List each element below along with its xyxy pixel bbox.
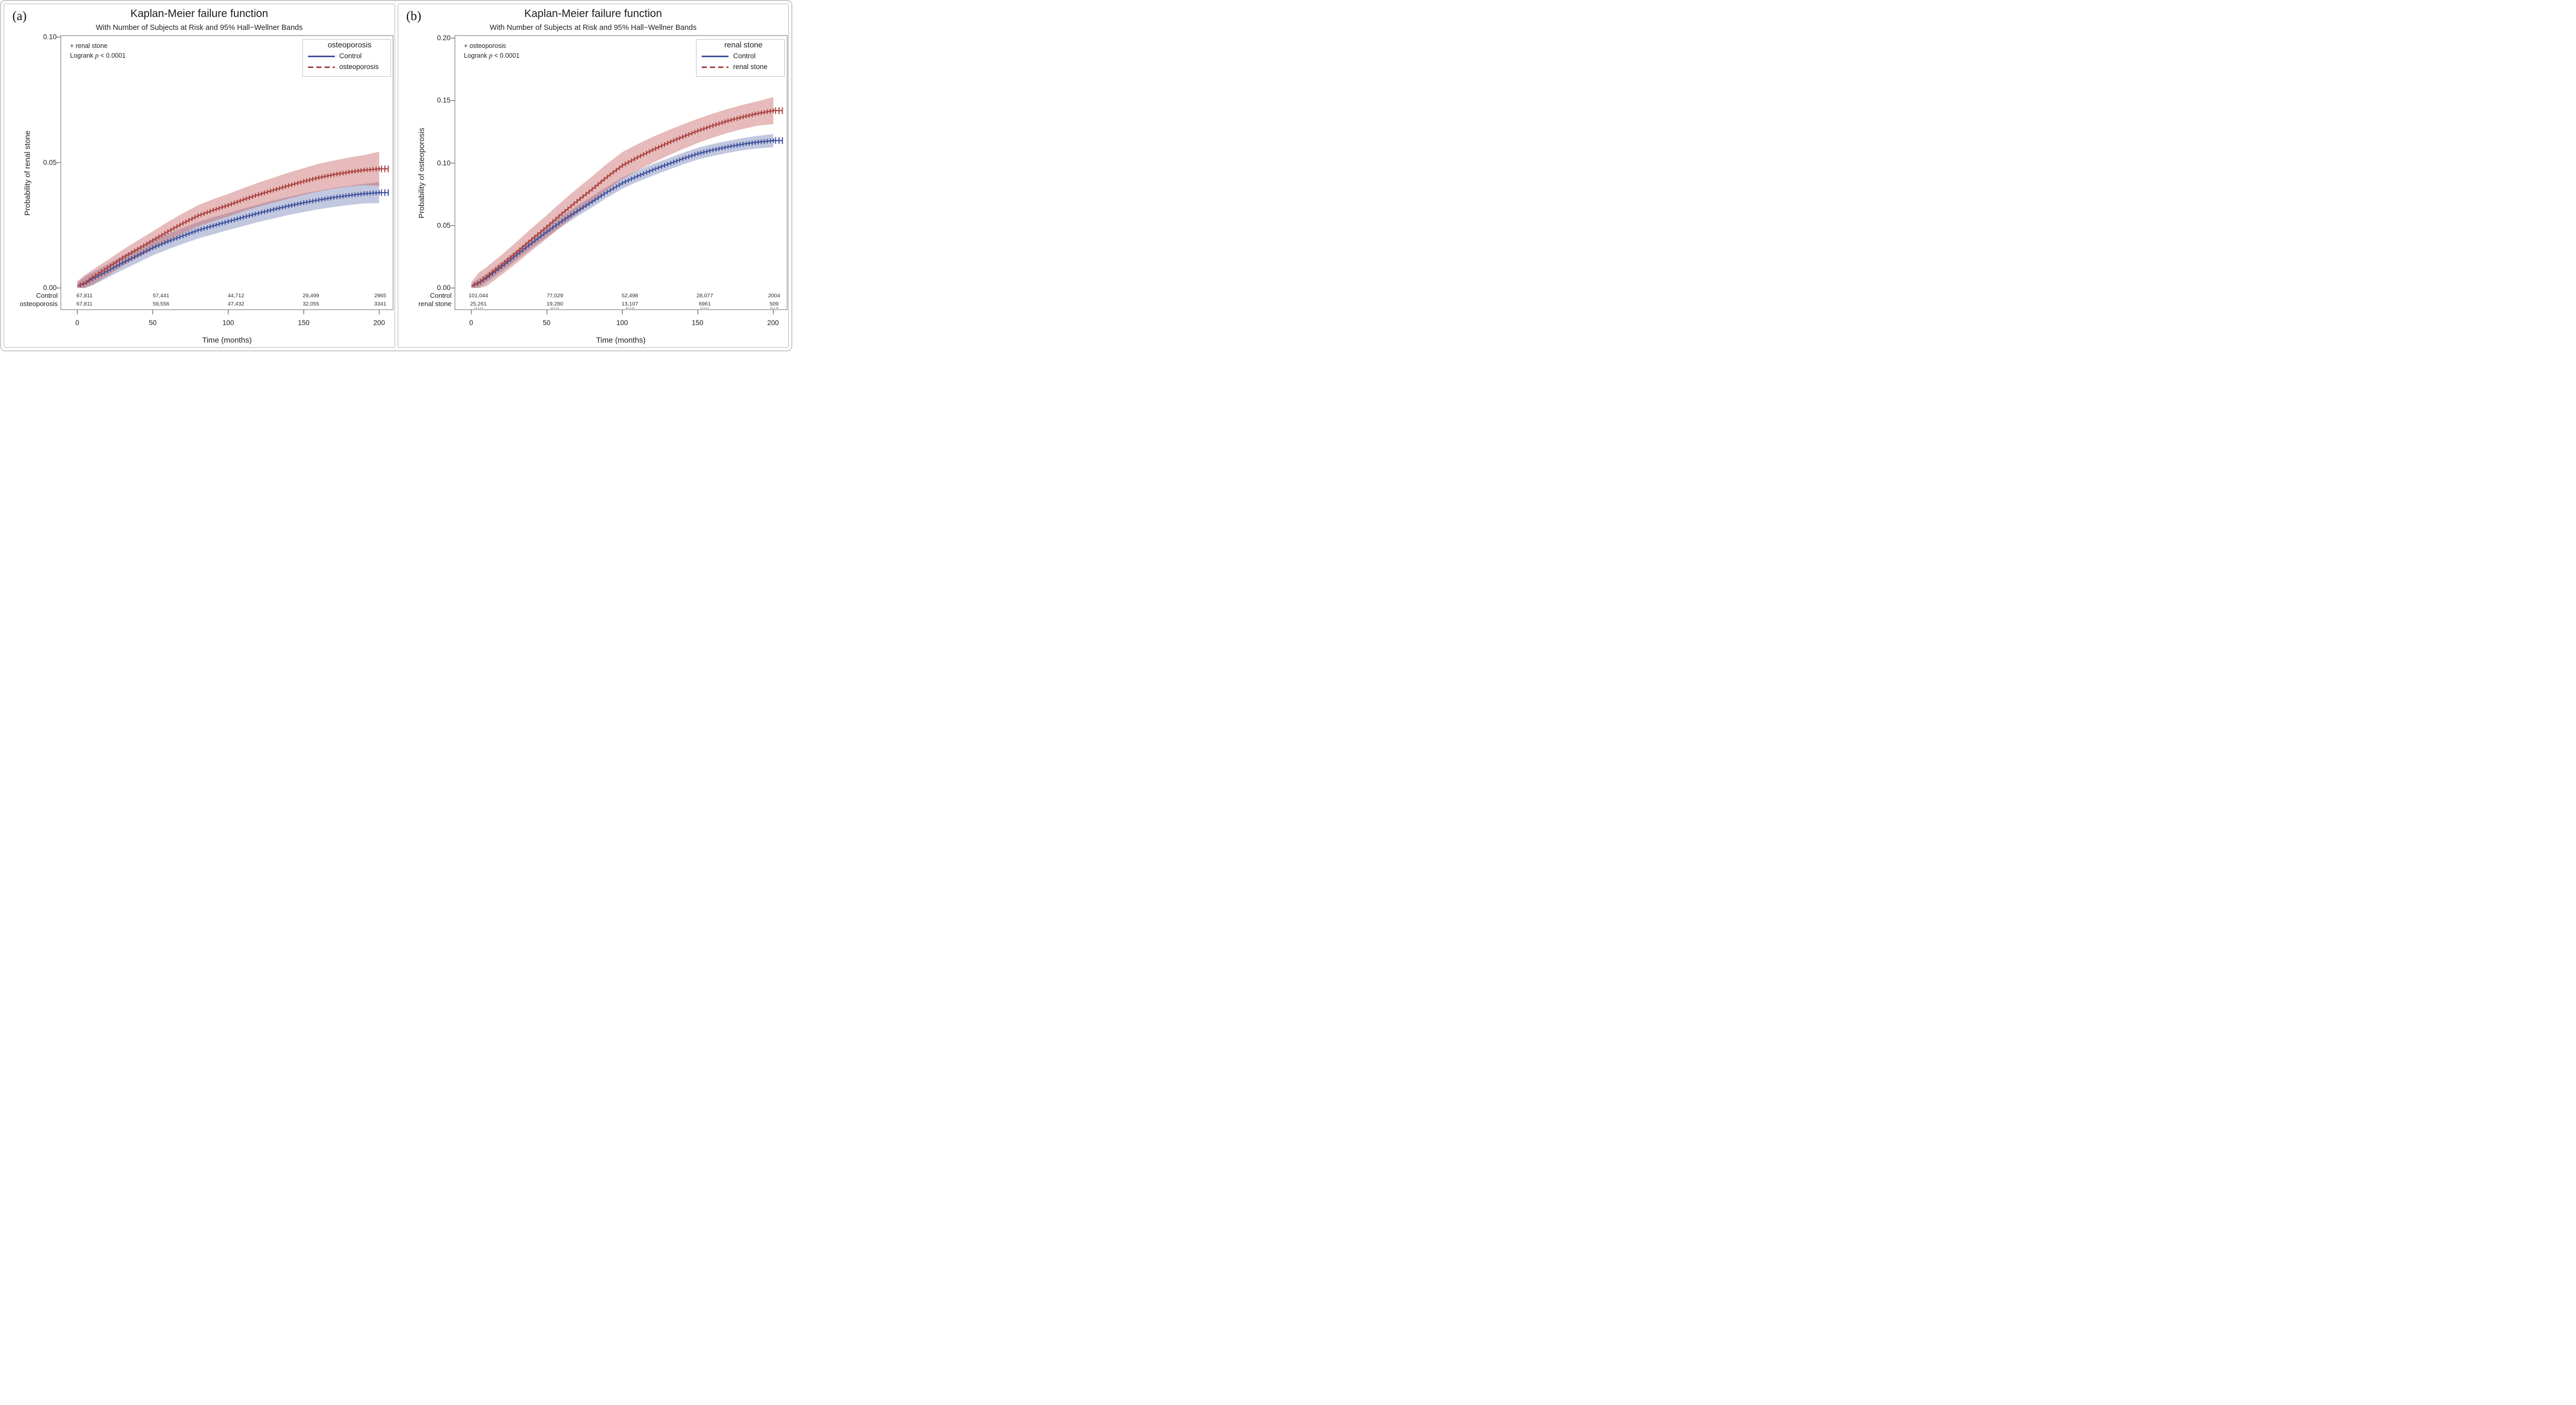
y-axis-label: Probability of osteoporosis <box>417 128 426 218</box>
risk-count: 25,261 <box>470 301 487 307</box>
x-tick-label: 0 <box>469 319 473 327</box>
x-tick-label: 200 <box>373 319 385 327</box>
censor-marker-note: + renal stone <box>70 42 108 49</box>
risk-count: 44,712 <box>227 293 245 299</box>
confidence-band-control <box>77 182 379 288</box>
logrank-note: Logrank p < 0.0001 <box>70 52 126 60</box>
x-tick-label: 100 <box>616 319 628 327</box>
legend-entry-label: Control <box>733 52 756 60</box>
clipped-risk-row-mark <box>701 308 709 309</box>
risk-row-label: renal stone <box>418 300 452 308</box>
y-tick-label: 0.00 <box>437 284 451 292</box>
plot-frame <box>454 35 788 310</box>
risk-count: 77,029 <box>546 293 564 299</box>
risk-count: 3341 <box>374 301 386 307</box>
x-tick-label: 150 <box>298 319 310 327</box>
clipped-risk-row-mark <box>770 308 778 309</box>
risk-count: 29,499 <box>302 293 319 299</box>
legend-entry-label: osteoporosis <box>339 62 379 71</box>
censor-ticks-exposed <box>473 107 783 287</box>
legend: osteoporosis Control osteoporosis <box>302 39 391 77</box>
legend-title: renal stone <box>724 41 763 49</box>
legend-entry-exposed: osteoporosis <box>308 62 385 73</box>
risk-count: 52,498 <box>621 293 638 299</box>
legend-entry-exposed: renal stone <box>702 62 779 73</box>
x-tick-label: 50 <box>148 319 157 327</box>
panel-b: (b) Kaplan-Meier failure function With N… <box>397 4 789 348</box>
chart-subtitle: With Number of Subjects at Risk and 95% … <box>489 24 697 32</box>
confidence-band-control <box>471 133 773 288</box>
risk-count: 2965 <box>374 293 386 299</box>
risk-row-label: Control <box>36 292 58 299</box>
risk-count: 67,811 <box>76 293 93 299</box>
panel-a: (a) Kaplan-Meier failure function With N… <box>4 4 395 348</box>
risk-row-label: osteoporosis <box>20 300 58 308</box>
km-figure: (a) Kaplan-Meier failure function With N… <box>0 0 792 351</box>
x-tick-label: 0 <box>75 319 79 327</box>
y-tick-label: 0.10 <box>437 159 451 167</box>
legend-line-dashed-icon <box>308 66 335 68</box>
y-tick-label: 0.15 <box>437 96 451 105</box>
censor-marker-note: + osteoporosis <box>464 42 506 49</box>
risk-count: 13,107 <box>621 301 638 307</box>
risk-count: 32,055 <box>302 301 319 307</box>
panel-label: (a) <box>12 9 27 23</box>
risk-count: 509 <box>769 301 779 307</box>
legend-entry-label: Control <box>339 52 362 60</box>
y-tick-label: 0.00 <box>43 284 57 292</box>
annotation: + renal stone Logrank p < 0.0001 <box>70 41 126 61</box>
chart-subtitle: With Number of Subjects at Risk and 95% … <box>96 24 303 32</box>
legend-entry-control: Control <box>308 51 385 62</box>
y-tick-label: 0.05 <box>43 158 57 166</box>
x-tick-label: 200 <box>767 319 779 327</box>
chart-title: Kaplan-Meier failure function <box>130 8 268 20</box>
km-plot-b <box>450 35 788 314</box>
risk-count: 101,044 <box>468 293 488 299</box>
risk-count: 67,811 <box>76 301 93 307</box>
risk-count: 59,556 <box>152 301 170 307</box>
panel-label: (b) <box>406 9 421 23</box>
clipped-risk-row-mark <box>474 308 483 309</box>
legend-line-dashed-icon <box>702 66 728 68</box>
clipped-risk-row-mark <box>551 308 559 309</box>
logrank-note: Logrank p < 0.0001 <box>464 52 520 60</box>
risk-count: 47,432 <box>227 301 245 307</box>
legend-line-solid-icon <box>702 55 728 57</box>
x-axis-label: Time (months) <box>596 336 646 345</box>
censor-ticks-exposed <box>79 165 389 287</box>
x-tick-label: 100 <box>222 319 234 327</box>
annotation: + osteoporosis Logrank p < 0.0001 <box>464 41 520 61</box>
legend-line-solid-icon <box>308 55 335 57</box>
risk-count: 2004 <box>768 293 781 299</box>
risk-count: 19,280 <box>546 301 564 307</box>
chart-title: Kaplan-Meier failure function <box>524 8 662 20</box>
risk-count: 6961 <box>699 301 711 307</box>
legend-entry-label: renal stone <box>733 62 768 71</box>
y-tick-label: 0.20 <box>437 34 451 42</box>
y-tick-label: 0.05 <box>437 221 451 229</box>
y-tick-label: 0.10 <box>43 33 57 41</box>
x-axis-label: Time (months) <box>202 336 252 345</box>
y-axis-label: Probability of renal stone <box>23 130 32 216</box>
risk-count: 57,441 <box>152 293 170 299</box>
x-tick-label: 150 <box>691 319 704 327</box>
x-tick-label: 50 <box>543 319 551 327</box>
plot-frame <box>60 35 394 310</box>
legend: renal stone Control renal stone <box>696 39 785 77</box>
clipped-risk-row-mark <box>625 308 634 309</box>
confidence-band-exposed <box>77 151 379 288</box>
risk-row-label: Control <box>430 292 452 299</box>
legend-entry-control: Control <box>702 51 779 62</box>
confidence-band-exposed <box>471 97 773 288</box>
risk-count: 28,077 <box>696 293 714 299</box>
legend-title: osteoporosis <box>327 41 372 49</box>
km-plot-a <box>57 35 394 314</box>
